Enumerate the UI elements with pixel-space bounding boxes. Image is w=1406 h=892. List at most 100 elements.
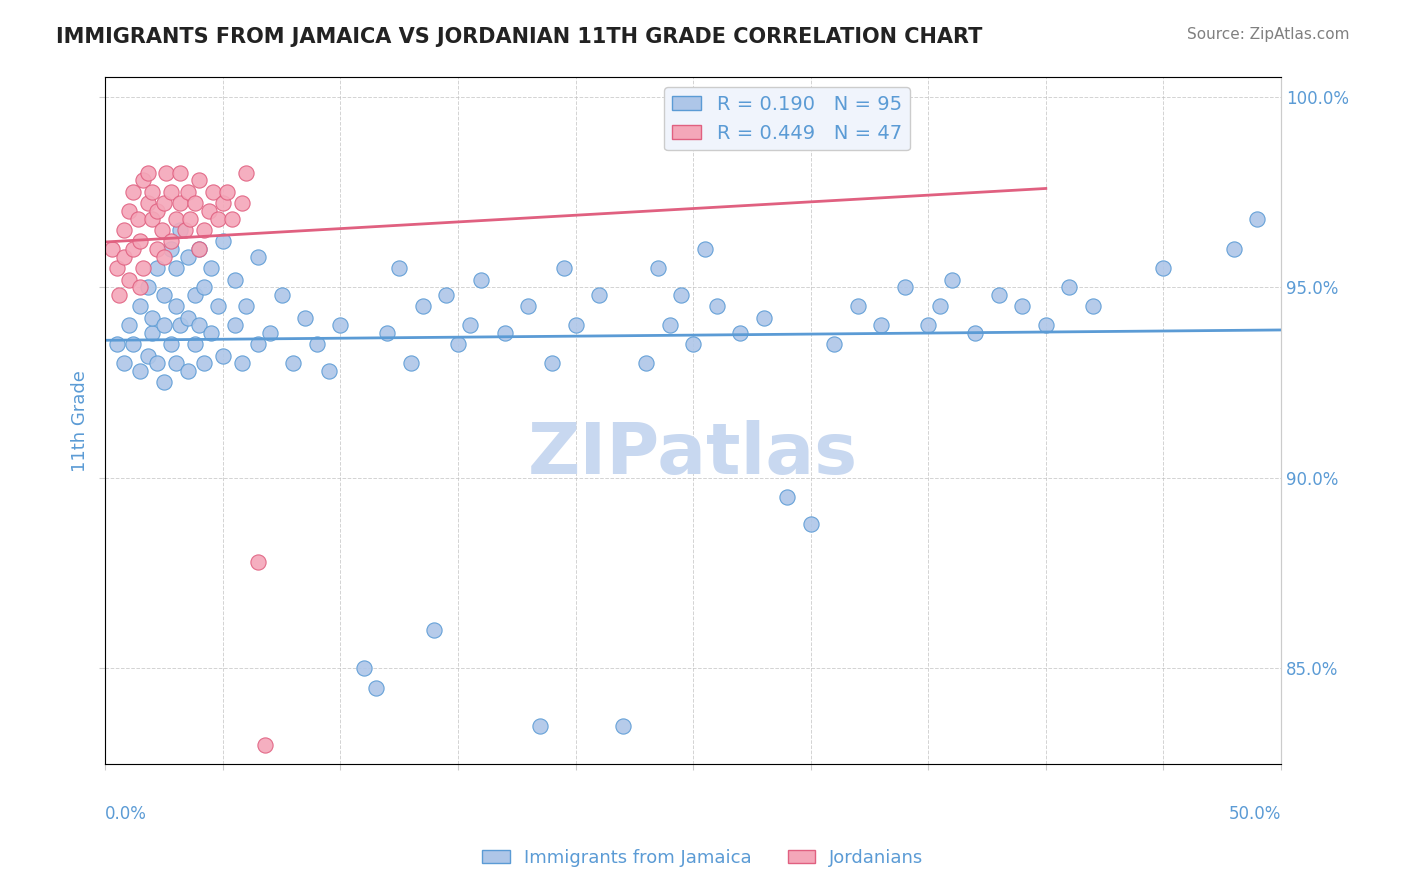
Point <box>870 318 893 333</box>
Point <box>160 337 183 351</box>
Point <box>647 261 669 276</box>
Point <box>412 299 434 313</box>
Point <box>112 356 135 370</box>
Point <box>423 624 446 638</box>
Point <box>129 299 152 313</box>
Point <box>207 299 229 313</box>
Point <box>174 223 197 237</box>
Point <box>247 555 270 569</box>
Point <box>169 166 191 180</box>
Point <box>118 272 141 286</box>
Point <box>141 185 163 199</box>
Point <box>682 337 704 351</box>
Point <box>193 280 215 294</box>
Point <box>541 356 564 370</box>
Point <box>146 203 169 218</box>
Point <box>494 326 516 340</box>
Point <box>1246 211 1268 226</box>
Point <box>224 272 246 286</box>
Point <box>160 242 183 256</box>
Point <box>132 173 155 187</box>
Point <box>165 211 187 226</box>
Point <box>221 211 243 226</box>
Point <box>564 318 586 333</box>
Point <box>197 203 219 218</box>
Point <box>129 235 152 249</box>
Point <box>671 287 693 301</box>
Point <box>129 364 152 378</box>
Point <box>132 261 155 276</box>
Point <box>207 211 229 226</box>
Point <box>153 376 176 390</box>
Point <box>193 223 215 237</box>
Point <box>165 356 187 370</box>
Point <box>612 719 634 733</box>
Point <box>136 166 159 180</box>
Text: 0.0%: 0.0% <box>105 805 148 823</box>
Point <box>377 326 399 340</box>
Point <box>129 280 152 294</box>
Point <box>364 681 387 695</box>
Point <box>108 287 131 301</box>
Point <box>211 196 233 211</box>
Point <box>211 349 233 363</box>
Point <box>247 250 270 264</box>
Text: IMMIGRANTS FROM JAMAICA VS JORDANIAN 11TH GRADE CORRELATION CHART: IMMIGRANTS FROM JAMAICA VS JORDANIAN 11T… <box>56 27 983 46</box>
Point <box>588 287 610 301</box>
Point <box>165 299 187 313</box>
Point <box>318 364 340 378</box>
Point <box>529 719 551 733</box>
Point <box>893 280 915 294</box>
Point <box>434 287 457 301</box>
Point <box>183 196 205 211</box>
Legend: R = 0.190   N = 95, R = 0.449   N = 47: R = 0.190 N = 95, R = 0.449 N = 47 <box>665 87 910 151</box>
Point <box>200 326 222 340</box>
Point <box>153 318 176 333</box>
Point <box>259 326 281 340</box>
Point <box>329 318 352 333</box>
Point <box>1152 261 1174 276</box>
Point <box>776 490 799 504</box>
Legend: Immigrants from Jamaica, Jordanians: Immigrants from Jamaica, Jordanians <box>475 842 931 874</box>
Point <box>150 223 173 237</box>
Point <box>224 318 246 333</box>
Point <box>122 242 145 256</box>
Point <box>1011 299 1033 313</box>
Point <box>141 310 163 325</box>
Point <box>1059 280 1081 294</box>
Point <box>165 261 187 276</box>
Point <box>169 196 191 211</box>
Point <box>188 242 211 256</box>
Point <box>517 299 540 313</box>
Point <box>294 310 316 325</box>
Point <box>188 173 211 187</box>
Point <box>211 235 233 249</box>
Point <box>634 356 657 370</box>
Point <box>1223 242 1246 256</box>
Point <box>160 235 183 249</box>
Text: ZIPatlas: ZIPatlas <box>529 420 858 490</box>
Point <box>146 356 169 370</box>
Point <box>353 661 375 675</box>
Point <box>399 356 422 370</box>
Point <box>231 196 253 211</box>
Point <box>193 356 215 370</box>
Point <box>136 196 159 211</box>
Point <box>118 203 141 218</box>
Point <box>728 326 751 340</box>
Point <box>929 299 952 313</box>
Point <box>176 250 198 264</box>
Point <box>118 318 141 333</box>
Point <box>136 280 159 294</box>
Point <box>101 242 124 256</box>
Point <box>105 337 128 351</box>
Point <box>153 287 176 301</box>
Point <box>136 349 159 363</box>
Point <box>305 337 328 351</box>
Point <box>965 326 987 340</box>
Point <box>447 337 470 351</box>
Point <box>169 318 191 333</box>
Point <box>176 364 198 378</box>
Text: Source: ZipAtlas.com: Source: ZipAtlas.com <box>1187 27 1350 42</box>
Point <box>176 310 198 325</box>
